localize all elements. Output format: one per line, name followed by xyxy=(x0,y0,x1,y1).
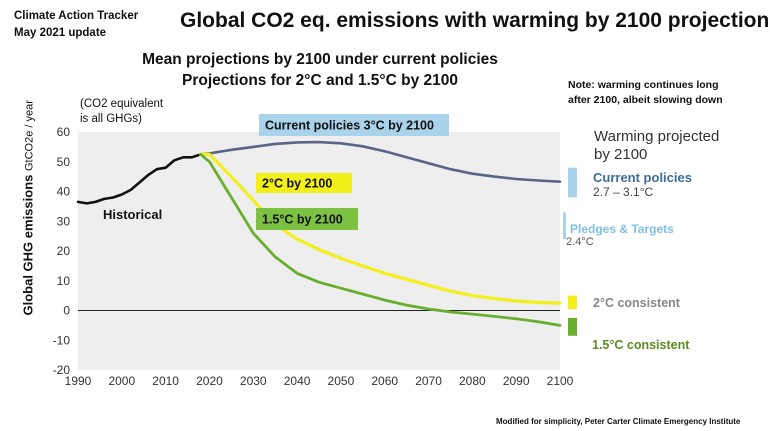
annotation-box-one-five_c xyxy=(256,208,358,230)
annotation-label-historical: Historical xyxy=(103,207,162,222)
one-five-c-consistent-label: 1.5°C consistent xyxy=(592,338,690,352)
warming-title-line-2: by 2100 xyxy=(594,146,648,163)
y-tick-label: 60 xyxy=(57,125,71,139)
x-tick-label: 2050 xyxy=(328,374,355,388)
pledges-targets-value: 2.4°C xyxy=(566,236,594,248)
two-c-consistent-label: 2°C consistent xyxy=(593,296,680,310)
x-tick-label: 2000 xyxy=(108,374,135,388)
y-tick-label: -20 xyxy=(53,363,71,377)
source-label: Climate Action Tracker May 2021 update xyxy=(14,8,138,42)
series-line-current xyxy=(199,140,562,183)
x-tick-label: 2100 xyxy=(547,374,574,388)
chart-subtitle: Mean projections by 2100 under current p… xyxy=(110,49,530,91)
series-line-two-c xyxy=(199,152,562,305)
footnote: Modified for simplicity, Peter Carter Cl… xyxy=(496,417,741,426)
chart-title: Global CO2 eq. emissions with warming by… xyxy=(180,9,770,32)
y-tick-label: 50 xyxy=(57,155,71,169)
note-line-1: Note: warming continues long xyxy=(568,79,719,91)
annotation-box-current xyxy=(259,114,449,136)
end-range-bar-current xyxy=(568,167,577,198)
y-tick-label: 20 xyxy=(57,244,71,258)
pledges-range-bar xyxy=(563,212,566,240)
series-line-historical xyxy=(76,153,202,205)
annotation-label-two-c: 2°C by 2100 xyxy=(262,177,332,191)
y-tick-label: 40 xyxy=(57,185,71,199)
annotation-label-current: Current policies 3°C by 2100 xyxy=(265,119,434,133)
x-tick-label: 2090 xyxy=(503,374,530,388)
pledges-targets-label: Pledges & Targets xyxy=(570,222,674,236)
x-tick-label: 2030 xyxy=(240,374,267,388)
x-tick-label: 2020 xyxy=(196,374,223,388)
co2-equivalent-note: (CO2 equivalent is all GHGs) xyxy=(80,97,163,127)
annotation-label-one-five_c: 1.5°C by 2100 xyxy=(262,213,343,227)
y-tick-label: -10 xyxy=(53,333,71,347)
series-line-one-five_c xyxy=(199,152,562,327)
warming-title-line-1: Warming projected xyxy=(594,128,720,145)
y-tick-label: 30 xyxy=(57,214,71,228)
y-tick-label: 10 xyxy=(57,274,71,288)
note-line-2: after 2100, albeit slowing down xyxy=(568,94,723,106)
gas-note-line-1: (CO2 equivalent xyxy=(80,98,164,110)
x-tick-label: 2010 xyxy=(152,374,179,388)
gas-note-line-2: is all GHGs) xyxy=(80,113,142,125)
end-range-bar-one-five_c xyxy=(568,317,577,336)
annotation-box-two-c xyxy=(256,173,352,193)
end-range-bar-two-c xyxy=(568,295,577,310)
current-policies-range: 2.7 – 3.1°C xyxy=(593,185,654,199)
warming-note: Note: warming continues long after 2100,… xyxy=(568,78,723,108)
x-tick-label: 2080 xyxy=(459,374,486,388)
x-tick-label: 1990 xyxy=(65,374,92,388)
subtitle-line-2: Projections for 2°C and 1.5°C by 2100 xyxy=(182,72,458,89)
current-policies-label: Current policies xyxy=(593,170,692,185)
x-tick-label: 2060 xyxy=(371,374,398,388)
source-name: Climate Action Tracker xyxy=(14,10,139,22)
x-tick-label: 2070 xyxy=(415,374,442,388)
warming-projected-title: Warming projected by 2100 xyxy=(594,128,719,164)
x-tick-label: 2040 xyxy=(284,374,311,388)
subtitle-line-1: Mean projections by 2100 under current p… xyxy=(142,51,498,68)
source-date: May 2021 update xyxy=(14,27,107,39)
y-tick-label: 0 xyxy=(63,304,70,318)
